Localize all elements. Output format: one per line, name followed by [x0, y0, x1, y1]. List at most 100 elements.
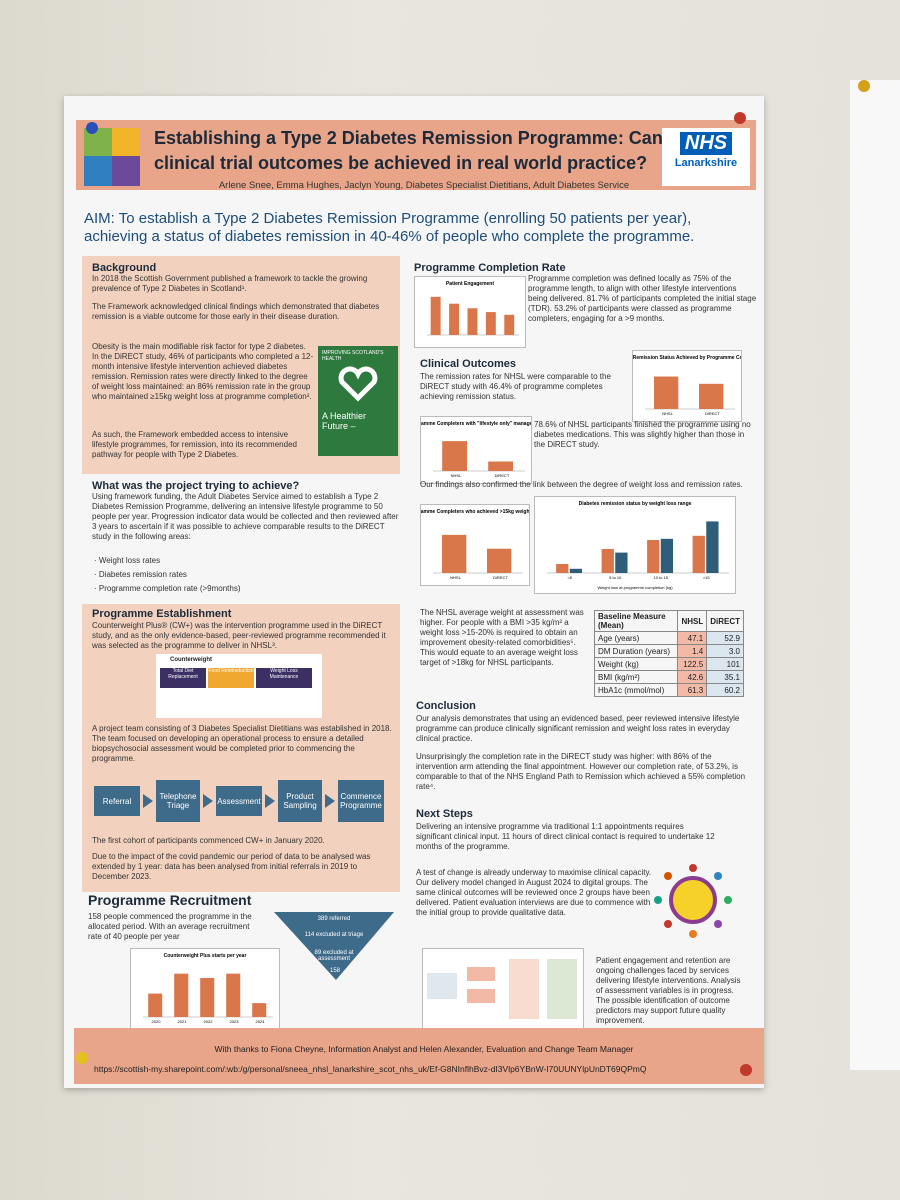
background-p4: As such, the Framework embedded access t… [92, 430, 297, 459]
chart-bar [485, 312, 496, 335]
chart-weightrange-svg: Diabetes remission status by weight loss… [547, 501, 729, 590]
chart-remission-svg: Diabetes Remission Status Achieved by Pr… [611, 355, 764, 416]
background-p2: The Framework acknowledged clinical find… [92, 302, 380, 321]
chart-bar [615, 552, 628, 573]
chart-engagement-svg: Patient Engagement [427, 281, 519, 336]
chart-x-label: Weight loss at programme completion (kg) [597, 585, 673, 590]
chart-lifestyle-only: Programme Completers with "lifestyle onl… [408, 416, 545, 484]
driver-secondary-box [509, 959, 539, 1019]
chart-bar [200, 978, 215, 1017]
chart-bar [601, 549, 614, 573]
chart-tick-label: <5 [567, 575, 572, 580]
project-heading: What was the project trying to achieve? [92, 480, 300, 492]
next-steps-p1: Delivering an intensive programme via tr… [416, 822, 715, 851]
flow-arrow-4 [325, 794, 335, 808]
chart-bar [252, 1003, 267, 1017]
puzzle-logo [84, 128, 140, 186]
baseline-table: Baseline Measure (Mean) NHSL DiRECT Age … [593, 610, 744, 697]
book-top-label: IMPROVING SCOTLAND'S HEALTH [322, 350, 384, 362]
establishment-p2: A project team consisting of 3 Diabetes … [92, 724, 392, 763]
funnel-commenced: 158 [329, 968, 340, 974]
baseline-direct: 35.1 [706, 670, 744, 684]
chart-tick-label: DiRECT [495, 473, 510, 478]
chart-tick-label: 2021 [178, 1019, 188, 1024]
table-row: Age (years) 47.1 52.9 [593, 631, 744, 645]
baseline-label: HbA1c (mmol/mol) [593, 683, 679, 697]
project-item-3: · Programme completion rate (>9months) [94, 584, 241, 593]
chart-tick-label: 2022 [204, 1019, 214, 1024]
people-circle-graphic [654, 864, 732, 938]
establishment-panel [82, 604, 400, 892]
project-text: Using framework funding, the Adult Diabe… [92, 492, 399, 541]
chart-bar [430, 296, 441, 335]
baseline-nhsl: 1.4 [677, 644, 708, 658]
next-steps-p2: A test of change is already underway to … [416, 868, 652, 917]
cw-step-maintenance: Weight Loss Maintenance [256, 668, 312, 688]
chart-starts-svg: Counterweight Plus starts per year 2020 20… [143, 953, 273, 1024]
funnel-referred: 389 referred [317, 916, 351, 922]
chart-tick-label: >15 [703, 575, 711, 580]
flow-referral: Referral [94, 786, 140, 816]
chart-bar [488, 461, 514, 471]
chart-title: Programme Completers with "lifestyle onl… [421, 421, 531, 427]
framework-book-cover: IMPROVING SCOTLAND'S HEALTH A Healthier … [318, 346, 398, 456]
poster: Establishing a Type 2 Diabetes Remission… [64, 96, 764, 1088]
chart-bar [467, 308, 478, 335]
footer-url[interactable]: https://scottish-my.sharepoint.com/:wb:/… [94, 1064, 647, 1074]
funnel-assessment: 89 excluded at assessment [314, 950, 354, 962]
chart-bar [699, 383, 724, 409]
background-heading: Background [92, 262, 157, 274]
red-pin-icon [740, 1064, 752, 1076]
next-steps-p3: Patient engagement and retention are ong… [596, 956, 741, 1025]
cw-step-tdr: Total Diet Replacement [160, 668, 206, 688]
red-pin-icon [734, 112, 746, 124]
chart-tick-label: DiRECT [705, 411, 720, 416]
chart-bar [148, 993, 163, 1017]
baseline-nhsl: 42.6 [677, 670, 708, 684]
flow-assessment: Assessment [216, 786, 262, 816]
baseline-direct: 52.9 [706, 631, 744, 645]
completion-text: Programme completion was defined locally… [528, 274, 757, 323]
conclusion-heading: Conclusion [416, 700, 476, 712]
yellow-pin-icon [858, 80, 870, 92]
chart-tick-label: 2023 [230, 1019, 240, 1024]
chart-bar [226, 973, 241, 1017]
chart-tick-label: NHSL [450, 575, 461, 580]
funnel-triage: 114 excluded at triage [304, 932, 364, 938]
chart-bar [174, 973, 189, 1017]
chart-tick-label: 10 to 15 [654, 575, 669, 580]
chart-bar [487, 548, 512, 573]
chart-bar [654, 376, 679, 409]
chart-bar [660, 538, 674, 573]
counterweight-graphic: Counterweight Total Diet Replacement Foo… [156, 654, 322, 718]
project-item-2: · Diabetes remission rates [94, 570, 187, 579]
chart-bar [706, 521, 719, 573]
driver-primary-box [467, 967, 495, 981]
completion-heading: Programme Completion Rate [414, 262, 566, 274]
establishment-p4: Due to the impact of the covid pandemic … [92, 852, 371, 881]
baseline-nhsl: 61.3 [677, 683, 708, 697]
authors: Arlene Snee, Emma Hughes, Jaclyn Young, … [218, 180, 630, 191]
chart-bar [569, 568, 583, 573]
chart-title: Programme Completers who achieved >15kg … [421, 509, 529, 515]
recruitment-funnel [274, 912, 394, 980]
chart-weight-loss-15kg: Programme Completers who achieved >15kg … [407, 504, 543, 586]
chart-tick-label: NHSL [662, 411, 673, 416]
project-item-1-label: Weight loss rates [98, 556, 161, 565]
flow-arrow-1 [143, 794, 153, 808]
conclusion-p2: Unsurprisingly the completion rate in th… [416, 752, 746, 791]
nhs-logo: NHS Lanarkshire [662, 128, 750, 186]
heart-icon [338, 366, 378, 402]
table-row: DM Duration (years) 1.4 3.0 [593, 644, 744, 658]
establishment-p1: Counterweight Plus® (CW+) was the interv… [92, 621, 386, 650]
clinical-p2: 78.6% of NHSL participants finished the … [534, 420, 751, 449]
flow-telephone-triage: Telephone Triage [156, 780, 200, 822]
flow-arrow-2 [203, 794, 213, 808]
cw-step-food: Food Reintroduction [208, 668, 254, 688]
baseline-header-measure: Baseline Measure (Mean) [593, 610, 679, 632]
baseline-direct: 3.0 [706, 644, 744, 658]
table-row: BMI (kg/m²) 42.6 35.1 [593, 670, 744, 684]
project-item-1: · Weight loss rates [94, 556, 161, 565]
chart-tick-label: 5 to 10 [609, 575, 622, 580]
aim-statement: AIM: To establish a Type 2 Diabetes Remi… [84, 210, 695, 245]
